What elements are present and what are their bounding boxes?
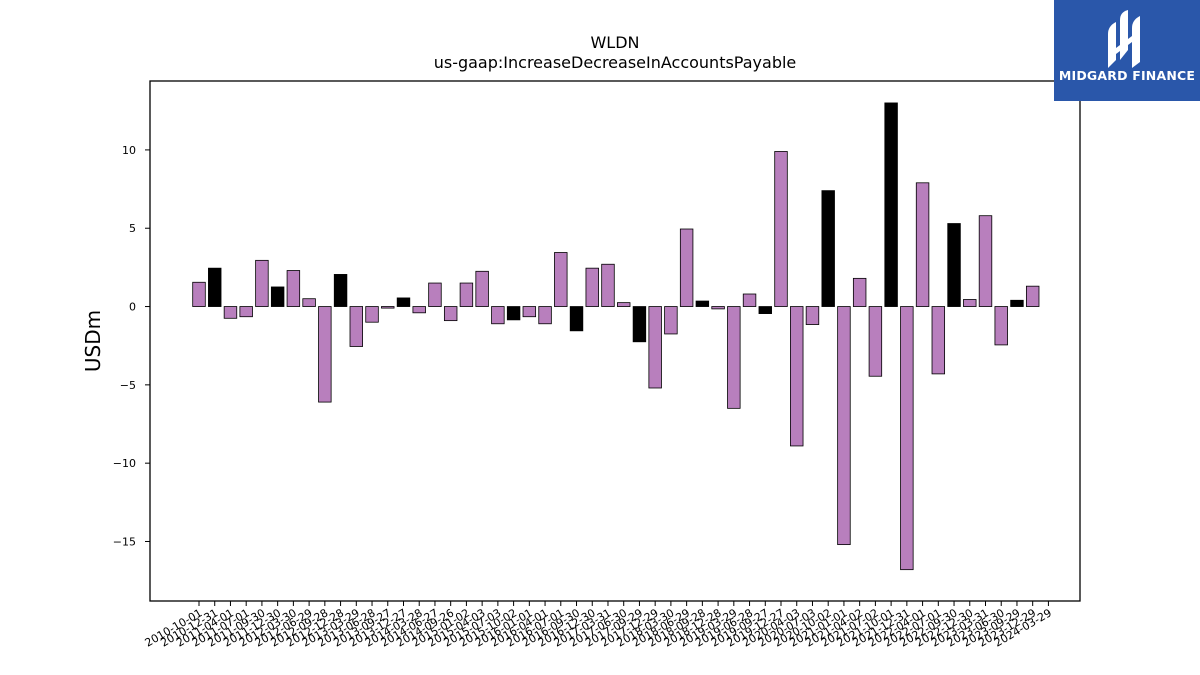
y-tick-label: 0: [129, 301, 136, 314]
bar-2021-01-01: [837, 306, 851, 546]
bar-2014-03-28: [412, 306, 426, 314]
bar-2011-12-30: [270, 286, 285, 307]
midgard-logo-icon: [1108, 10, 1140, 68]
bar-2012-09-28: [318, 306, 332, 403]
bar-2018-06-29: [679, 228, 694, 307]
bar-2017-03-31: [601, 263, 615, 307]
bar-2016-04-01: [538, 306, 552, 325]
bar-2019-03-29: [727, 306, 741, 409]
bar-2015-01-02: [459, 282, 474, 307]
bar-2016-12-30: [585, 267, 599, 307]
bar-2018-09-28: [695, 300, 710, 307]
bar-2018-03-30: [664, 306, 678, 335]
bar-2011-04-01: [223, 306, 238, 319]
bar-2019-12-27: [774, 151, 788, 307]
plot-frame: [149, 80, 1081, 602]
y-axis-label: USDm: [81, 310, 105, 372]
bar-2012-06-29: [302, 298, 316, 307]
y-axis-ticks: −15 −10 −5 0 5 10: [113, 144, 150, 548]
logo-text: MIDGARD FINANCE: [1058, 68, 1196, 83]
chart-title: WLDN: [590, 33, 639, 52]
bar-2021-07-02: [868, 306, 883, 377]
y-tick-label: −15: [113, 535, 136, 548]
bar-2022-09-30: [947, 223, 961, 307]
bar-2014-06-27: [428, 282, 442, 307]
bar-2020-04-03: [790, 306, 804, 447]
bar-2019-06-28: [742, 293, 757, 307]
bar-2016-09-30: [569, 306, 584, 332]
bar-2010-12-31: [208, 267, 222, 307]
bar-2020-10-02: [821, 190, 835, 307]
bar-2022-12-30: [963, 299, 977, 307]
bar-2012-03-30: [286, 270, 301, 307]
bar-2021-10-01: [884, 102, 898, 307]
y-tick-label: 10: [122, 144, 136, 157]
bar-2015-04-03: [475, 270, 489, 307]
bar-2020-07-03: [805, 306, 820, 325]
y-tick-label: −10: [113, 457, 136, 470]
bar-2021-12-31: [900, 306, 914, 571]
bar-2011-07-01: [239, 306, 253, 318]
bar-2017-12-29: [648, 306, 662, 389]
chart-subtitle: us-gaap:IncreaseDecreaseInAccountsPayabl…: [434, 53, 797, 72]
bar-2023-12-29: [1025, 285, 1040, 307]
bars-group: [192, 102, 1040, 571]
bar-2023-06-30: [994, 306, 1008, 346]
bar-2022-07-01: [931, 306, 946, 375]
bar-2022-04-01: [915, 182, 930, 307]
midgard-finance-logo: MIDGARD FINANCE: [1054, 0, 1200, 101]
bar-2021-04-02: [852, 277, 867, 307]
y-tick-label: −5: [120, 379, 136, 392]
bar-2014-09-26: [443, 306, 458, 322]
x-axis-ticks: 2010-10-012010-12-312011-04-012011-07-01…: [143, 601, 1054, 650]
bar-2016-01-01: [522, 306, 537, 318]
bar-2019-09-27: [758, 306, 772, 314]
bar-2023-03-31: [978, 215, 993, 307]
bar-2017-09-29: [632, 306, 647, 343]
bar-2017-06-30: [617, 302, 631, 307]
bar-2013-12-27: [396, 297, 411, 307]
bar-2018-12-28: [711, 306, 725, 310]
bar-2015-07-03: [491, 306, 505, 325]
y-tick-label: 5: [129, 222, 136, 235]
bar-2013-06-28: [365, 306, 379, 323]
bar-2013-03-29: [349, 306, 364, 347]
bar-2012-12-28: [333, 274, 348, 307]
bar-2015-10-02: [506, 306, 521, 321]
bar-2010-10-01: [192, 281, 206, 307]
bar-2011-09-30: [255, 259, 269, 307]
bar-2013-09-27: [381, 306, 395, 309]
bar-2023-09-29: [1010, 299, 1024, 307]
bar-2016-07-01: [554, 252, 568, 307]
